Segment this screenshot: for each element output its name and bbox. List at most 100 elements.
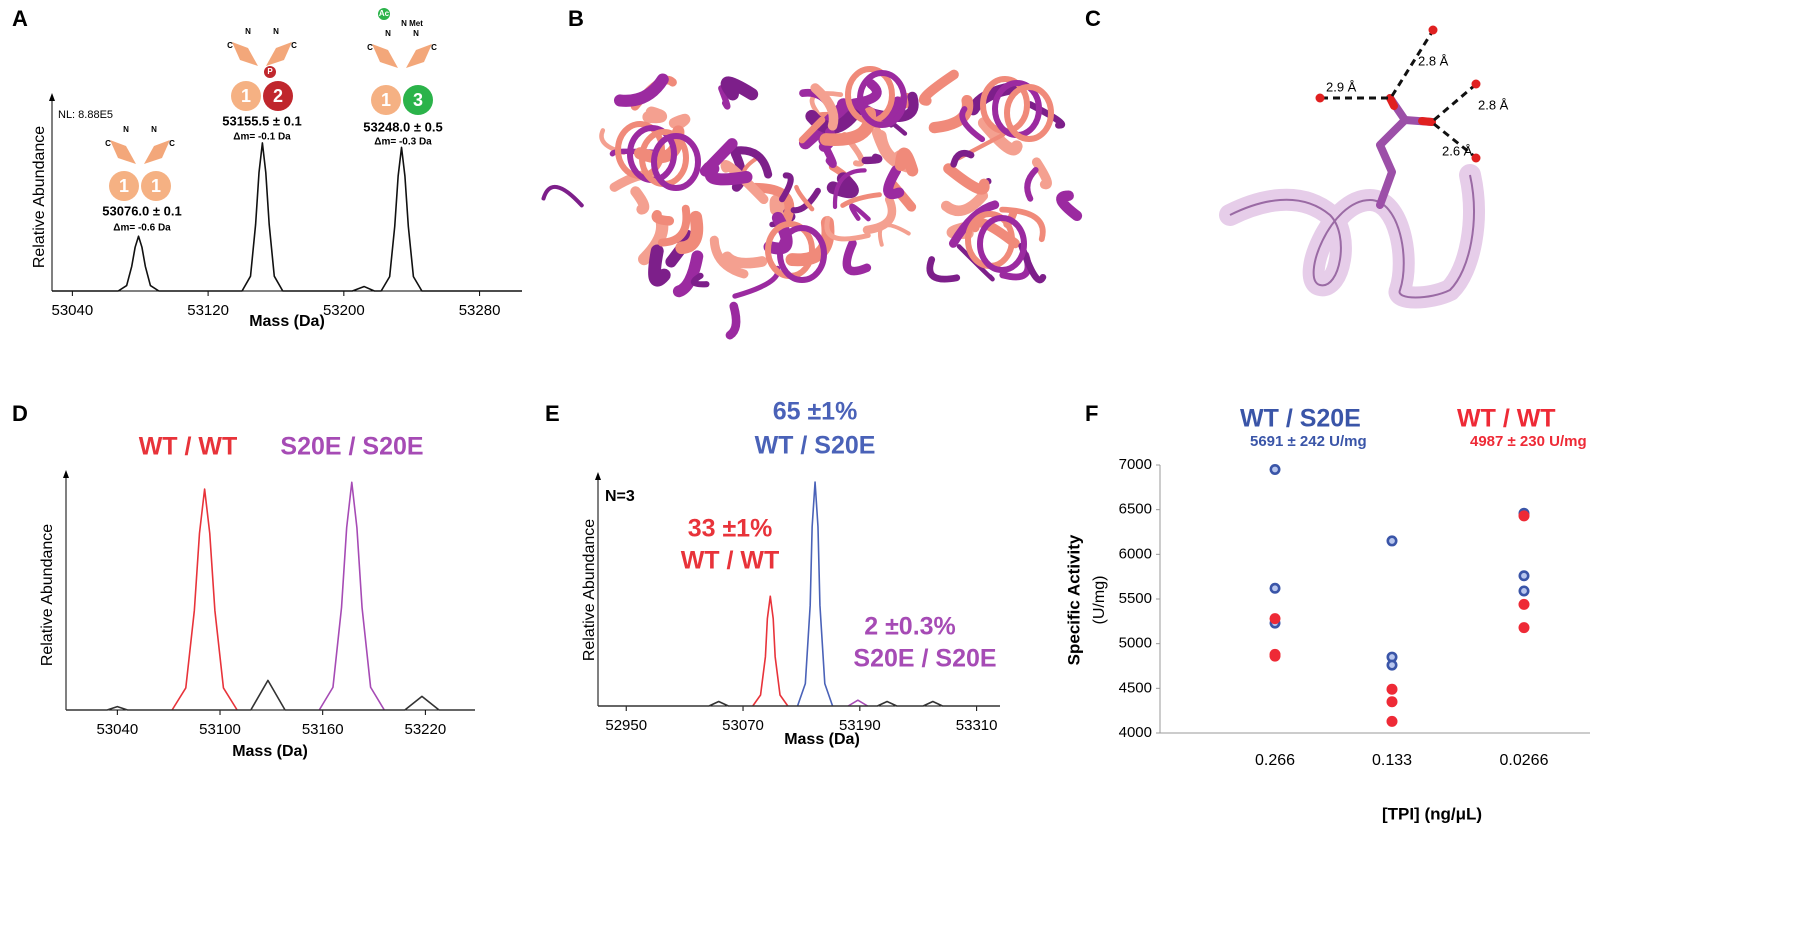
y-axis-label: Relative Abundance <box>31 126 48 268</box>
legend-label: WT / S20E <box>1240 405 1361 433</box>
ribbon <box>790 187 821 214</box>
icon-subunit <box>144 140 170 164</box>
icon-tag: N <box>245 27 251 36</box>
axis-arrow <box>595 472 601 480</box>
ribbon <box>840 192 882 208</box>
icon-badge <box>263 81 293 111</box>
helix-coil <box>651 133 701 191</box>
ribbon <box>861 153 883 165</box>
data-point <box>1386 715 1398 727</box>
ribbon <box>1031 157 1052 190</box>
icon-tag-badge <box>378 8 390 20</box>
ribbon <box>999 206 1046 243</box>
ribbon <box>668 113 691 129</box>
ribbon <box>832 168 867 210</box>
data-point <box>1386 535 1398 547</box>
helix-coil <box>777 225 827 283</box>
water-atom <box>1428 25 1438 35</box>
spectrum-line <box>66 679 475 711</box>
distance-label: 2.9 Å <box>1326 79 1357 94</box>
ribbon <box>731 146 773 179</box>
structure-b <box>541 66 1083 340</box>
ribbon <box>651 209 675 226</box>
panel-label: C <box>1085 6 1101 31</box>
ribbon <box>842 239 872 276</box>
oxygen <box>1418 117 1436 126</box>
h-bonds <box>1322 31 1475 158</box>
icon-badge-label: 1 <box>119 176 129 196</box>
ribbon <box>709 235 749 279</box>
data-point <box>1386 683 1398 695</box>
data-point <box>1269 463 1281 475</box>
legend-summary: 4987 ± 230 U/mg <box>1470 433 1587 450</box>
annotation: NL: 8.88E5 <box>58 109 113 121</box>
spectrum-line <box>847 699 869 707</box>
x-tick-label: 0.133 <box>1372 752 1412 769</box>
y-tick-label: 4500 <box>1119 679 1152 696</box>
y-tick-label: 5000 <box>1119 635 1152 652</box>
y-tick-label: 5500 <box>1119 590 1152 607</box>
ribbon <box>630 186 650 215</box>
ribbon <box>940 190 989 217</box>
y-tick-label: 4000 <box>1119 724 1152 741</box>
ribbon <box>959 106 986 143</box>
helix-coil <box>1004 84 1054 142</box>
ribbon <box>672 250 704 298</box>
ribbon <box>894 147 919 177</box>
helix-coil <box>977 215 1027 273</box>
ribbon <box>918 69 959 106</box>
ribbon <box>810 83 839 131</box>
series-share: 33 ±1% <box>688 515 773 543</box>
h-bond <box>1390 31 1434 97</box>
icon-tag: N <box>151 125 157 134</box>
icon-tag: P <box>267 67 273 76</box>
icon-badge <box>403 85 433 115</box>
ribbon <box>721 251 768 269</box>
data-point <box>1518 510 1530 522</box>
icon-tag: Ac <box>379 9 390 18</box>
icon-subunit <box>110 140 136 164</box>
ribbon <box>967 81 1021 116</box>
panel-label: D <box>12 401 28 426</box>
data-point <box>1269 582 1281 594</box>
series-share: 2 ±0.3% <box>864 613 956 641</box>
x-tick-label: 0.266 <box>1255 752 1295 769</box>
ribbon <box>862 195 897 235</box>
icon-badge <box>141 171 171 201</box>
panel-label: E <box>545 401 560 426</box>
y-axis-label: Relative Abundance <box>39 524 56 666</box>
ribbon <box>613 73 669 107</box>
ribbon <box>720 76 759 101</box>
annotation: N=3 <box>605 488 635 505</box>
ribbon <box>657 204 691 247</box>
distance-label: 2.8 Å <box>1478 97 1509 112</box>
ribbon <box>977 117 1023 156</box>
icon-tag: C <box>367 43 373 52</box>
x-axis-label: [TPI] (ng/μL) <box>1382 804 1482 823</box>
ribbon <box>769 194 788 217</box>
icon-tag: N <box>273 27 279 36</box>
ribbon <box>778 172 794 203</box>
h-bond <box>1433 122 1475 158</box>
icon-subunit <box>266 42 292 66</box>
oxygen <box>1386 94 1398 110</box>
data-point <box>1386 696 1398 708</box>
water-atom <box>1471 79 1481 89</box>
ribbon <box>718 85 731 110</box>
axis-arrow <box>49 93 55 101</box>
ribbon <box>648 244 671 287</box>
axis-arrow <box>63 470 69 478</box>
water-atom <box>1471 153 1481 163</box>
panel-label: F <box>1085 401 1098 426</box>
ribbon <box>642 106 668 124</box>
ribbon <box>1024 166 1039 202</box>
spectrum-line <box>796 481 834 707</box>
data-point <box>1518 622 1530 634</box>
data-point <box>1518 570 1530 582</box>
icon-tag: N <box>413 29 419 38</box>
side-chain <box>1376 94 1409 209</box>
x-axis-label: Mass (Da) <box>232 743 308 760</box>
ribbon <box>948 200 1000 248</box>
series-share: 65 ±1% <box>773 398 858 426</box>
